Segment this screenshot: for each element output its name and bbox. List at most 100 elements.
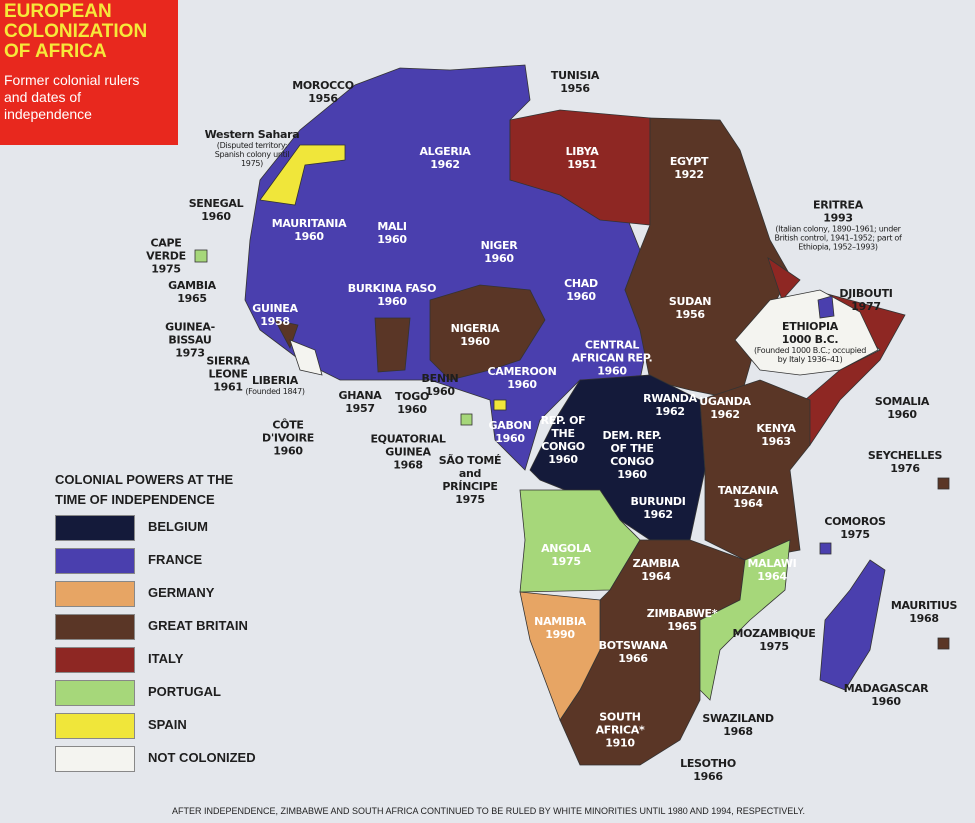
legend-swatch [55,515,135,541]
country-label: COMOROS 1975 [820,515,890,541]
independence-year: 1993 [823,211,853,225]
country-name: NIGERIA [450,322,500,335]
western-sahara [259,144,346,206]
country-name: TUNISIA [550,69,600,82]
independence-year: 1960 [617,468,647,481]
country-name: CÔTE D'IVOIRE [262,418,314,445]
country-name: SIERRA LEONE [206,354,250,381]
east-africa [699,379,811,561]
country-name: ANGOLA [541,542,591,555]
independence-year: 1962 [655,405,685,418]
country-label: NIGER 1960 [469,239,529,265]
independence-year: 1960 [484,252,514,265]
country-name: ALGERIA [419,145,471,158]
country-name: SUDAN [668,295,712,308]
country-name: RWANDA [643,392,697,405]
independence-year: 1956 [308,92,338,105]
independence-year: 1964 [757,570,787,583]
country-label: LESOTHO 1966 [673,757,743,783]
mauritius [937,637,950,650]
country-name: ERITREA [813,198,863,212]
eritrea [767,256,801,301]
legend-item: BELGIUM [55,515,315,541]
country-label: TANZANIA 1964 [713,484,783,510]
independence-year: 1960 [566,290,596,303]
independence-year: 1956 [675,308,705,321]
legend-swatch [55,614,135,640]
legend-item: GERMANY [55,581,315,607]
country-name: SOMALIA [874,395,930,408]
legend-label: PORTUGAL [148,684,221,699]
independence-year: 1960 [377,233,407,246]
country-name: TOGO [394,390,430,403]
ghana [374,317,411,373]
independence-year: 1965 [667,620,697,633]
independence-year: 1951 [567,158,597,171]
independence-year: 1960 [273,444,303,458]
country-label: SEYCHELLES 1976 [865,449,945,475]
nigeria [429,284,546,381]
independence-year: 1975 [759,640,789,653]
country-label: MALI 1960 [362,220,422,246]
country-label: MADAGASCAR 1960 [841,682,931,708]
independence-year: 1960 [425,385,455,398]
country-label: GHANA 1957 [335,389,385,415]
country-label: TUNISIA 1956 [545,69,605,95]
country-label: LIBERIA (Founded 1847) [235,374,315,396]
country-label: SWAZILAND 1968 [698,712,778,738]
country-name: SOUTH AFRICA* [595,710,645,737]
independence-year: 1965 [177,292,207,305]
libya [509,109,651,226]
independence-year: 1922 [674,168,704,181]
country-label: UGANDA 1962 [695,395,755,421]
independence-year: 1968 [393,458,423,472]
footnote: AFTER INDEPENDENCE, ZIMBABWE AND SOUTH A… [172,806,805,816]
independence-year: 1910 [605,736,635,750]
country-label: ZIMBABWE* 1965 [642,607,722,633]
legend-swatch [55,680,135,706]
independence-year: 1957 [345,402,375,415]
djibouti [817,295,835,319]
country-name: GUINEA [252,302,298,315]
country-name: CAMEROON [487,365,557,378]
independence-year: 1973 [175,346,205,360]
country-label: ANGOLA 1975 [536,542,596,568]
legend-item: ITALY [55,647,315,673]
country-name: SÃO TOMÉ and PRÍNCIPE [438,454,502,493]
country-label: REP. OF THE CONGO 1960 [538,414,588,466]
independence-year: 1968 [909,612,939,625]
country-label: Western Sahara (Disputed territory: Spani… [205,128,300,168]
country-name: MALI [377,220,407,233]
country-name: GABON [488,419,532,432]
country-name: NIGER [480,239,518,252]
country-label: CAMEROON 1960 [485,365,560,391]
country-name: MAURITIUS [890,599,958,612]
country-name: BURKINA FASO [347,282,437,295]
country-name: UGANDA [699,395,751,408]
independence-year: 1958 [260,315,290,328]
country-name: GHANA [338,389,382,402]
independence-year: 1962 [643,508,673,521]
legend-swatch [55,647,135,673]
comoros [819,542,832,555]
country-name: MADAGASCAR [843,682,929,695]
country-label: CAPE VERDE 1975 [136,237,196,276]
independence-year: 1976 [890,462,920,475]
country-label: GAMBIA 1965 [162,279,222,305]
independence-year: 1956 [560,82,590,95]
independence-year: 1960 [460,335,490,348]
country-name: SEYCHELLES [867,449,943,462]
independence-year: 1960 [377,295,407,308]
country-name: DEM. REP. OF THE CONGO [602,429,662,468]
independence-year: 1960 [548,453,578,466]
country-label: SÃO TOMÉ and PRÍNCIPE 1975 [430,454,510,506]
seychelles [937,477,950,490]
independence-year: 1975 [840,528,870,541]
legend-item: PORTUGAL [55,680,315,706]
country-label: SUDAN 1956 [660,295,720,321]
equatorial-guinea [493,399,507,411]
country-note: (Italian colony, 1890–1961; under Britis… [774,224,902,252]
country-label: GABON 1960 [485,419,535,445]
legend-label: FRANCE [148,552,203,567]
